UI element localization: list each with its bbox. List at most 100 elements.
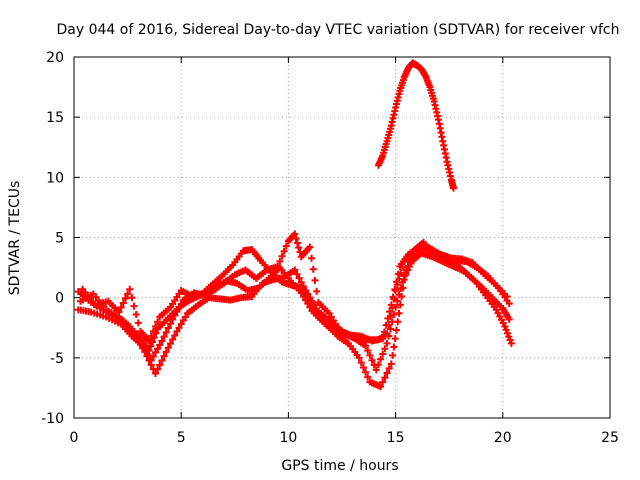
x-tick-label: 20 <box>494 430 512 446</box>
data-point <box>507 339 515 347</box>
data-point <box>274 262 282 270</box>
data-point <box>308 254 316 262</box>
data-point <box>291 230 299 238</box>
data-point <box>154 365 162 373</box>
data-point <box>368 356 376 364</box>
y-tick-label: 0 <box>55 291 64 307</box>
data-point <box>156 341 164 349</box>
data-point <box>302 288 310 296</box>
data-point <box>151 369 159 377</box>
data-point <box>357 359 365 367</box>
data-point <box>377 355 385 363</box>
axis-ticks: 0 5 10 15 20 25 -10 -5 0 5 10 15 20 <box>41 50 619 446</box>
data-point <box>505 300 513 308</box>
data-point <box>391 285 399 293</box>
data-point <box>311 276 319 284</box>
data-point <box>147 356 155 364</box>
data-point <box>398 278 406 286</box>
data-point <box>379 350 387 358</box>
series-track-peak <box>374 59 457 192</box>
data-point <box>506 336 514 344</box>
data-point <box>158 356 166 364</box>
data-point <box>179 317 187 325</box>
data-point <box>364 373 372 381</box>
data-point <box>386 325 394 333</box>
data-point <box>304 292 312 300</box>
data-point <box>385 364 393 372</box>
data-point <box>501 323 509 331</box>
data-point <box>154 318 162 326</box>
y-tick-label: -10 <box>41 411 64 427</box>
data-point <box>124 290 132 298</box>
data-point <box>383 369 391 377</box>
data-point <box>387 301 395 309</box>
data-point <box>394 270 402 278</box>
data-point <box>377 383 385 391</box>
data-point <box>380 328 388 336</box>
data-point <box>391 335 399 343</box>
data-point <box>327 313 335 321</box>
data-point <box>115 308 123 316</box>
data-point <box>383 339 391 347</box>
data-point <box>392 326 400 334</box>
data-point <box>280 247 288 255</box>
data-point <box>295 244 303 252</box>
data-point <box>128 294 136 302</box>
data-point <box>162 328 170 336</box>
x-tick-label: 5 <box>177 430 186 446</box>
data-point <box>278 252 286 260</box>
data-point <box>502 326 510 334</box>
data-point <box>386 308 394 316</box>
data-point <box>325 309 333 317</box>
data-point <box>292 234 300 242</box>
data-point <box>381 374 389 382</box>
data-point <box>132 311 140 319</box>
data-point <box>177 320 185 328</box>
data-point <box>355 354 363 362</box>
data-point <box>169 336 177 344</box>
data-point <box>145 347 153 355</box>
x-tick-label: 10 <box>279 430 297 446</box>
data-point <box>151 349 159 357</box>
grid <box>74 57 610 418</box>
data-point <box>166 340 174 348</box>
y-tick-label: -5 <box>50 351 64 367</box>
data-point <box>379 378 387 386</box>
data-point <box>134 319 142 327</box>
data-point <box>392 278 400 286</box>
y-tick-label: 15 <box>46 110 64 126</box>
data-point <box>299 284 307 292</box>
data-point <box>389 293 397 301</box>
data-point <box>387 360 395 368</box>
data-point <box>166 320 174 328</box>
data-point <box>503 292 511 300</box>
data-point <box>397 285 405 293</box>
data-point <box>119 299 127 307</box>
data-point <box>291 266 299 274</box>
data-point <box>372 366 380 374</box>
data-point <box>293 270 301 278</box>
y-tick-label: 10 <box>46 170 64 186</box>
data-point <box>359 363 367 371</box>
data-point <box>362 342 370 350</box>
data-point <box>374 361 382 369</box>
y-tick-label: 20 <box>46 50 64 66</box>
data-point <box>379 335 387 343</box>
x-tick-label: 25 <box>601 430 619 446</box>
data-point <box>308 300 316 308</box>
data-point <box>309 265 317 273</box>
data-point <box>295 274 303 282</box>
data-point <box>384 314 392 322</box>
data-point <box>173 327 181 335</box>
data-point <box>306 296 314 304</box>
data-point <box>388 318 396 326</box>
data-point <box>126 285 134 293</box>
data-point <box>162 348 170 356</box>
data-point <box>160 333 168 341</box>
data-point <box>154 345 162 353</box>
data-point <box>276 257 284 265</box>
data-point <box>164 324 172 332</box>
data-point <box>130 302 138 310</box>
data-point <box>121 294 129 302</box>
data-point <box>306 243 314 251</box>
